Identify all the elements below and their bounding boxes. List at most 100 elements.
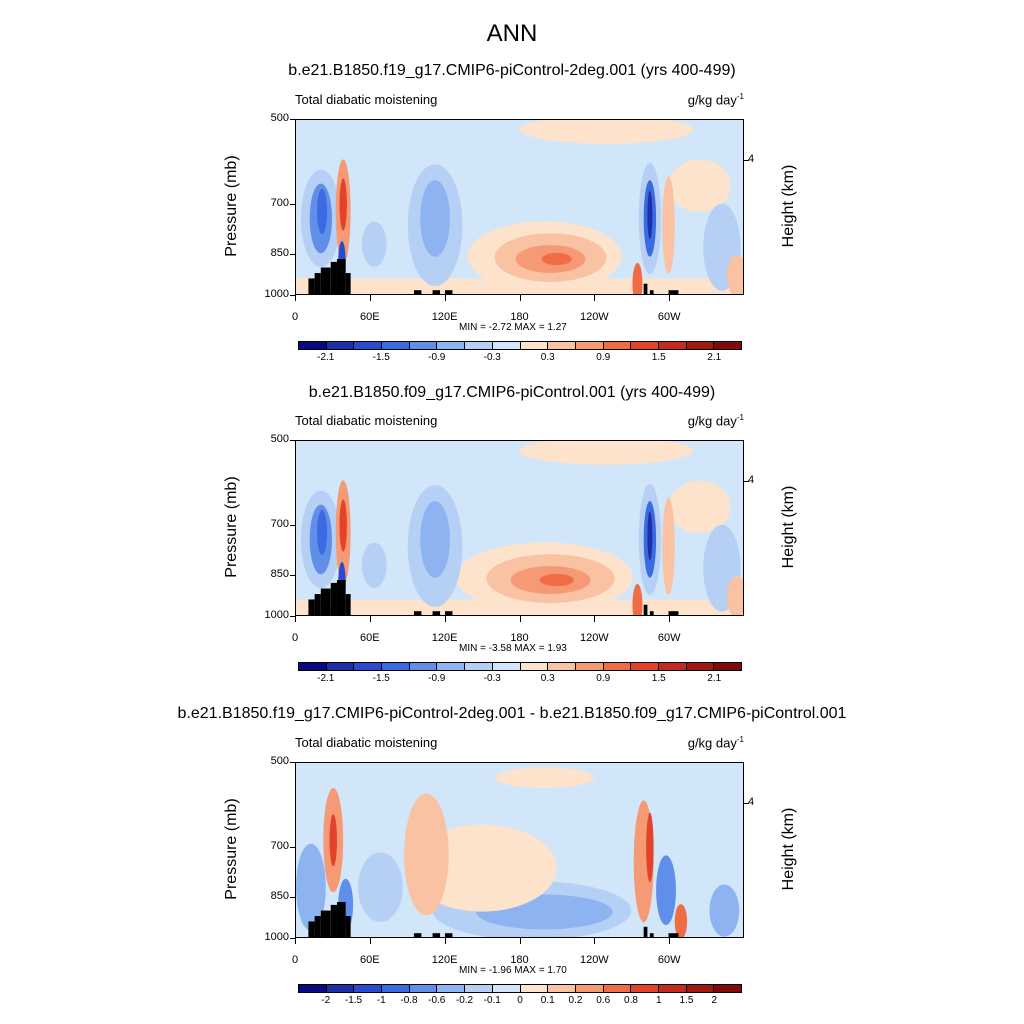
field-diff-samerica-low-warm bbox=[674, 904, 688, 937]
topography-mask bbox=[330, 261, 337, 294]
right-tick-mark bbox=[744, 481, 749, 482]
units-text: g/kg day bbox=[687, 735, 737, 751]
field-maritime-cool-mid bbox=[420, 501, 450, 578]
colorbar-label: -0.1 bbox=[483, 995, 501, 1006]
x-tick-mark bbox=[594, 295, 596, 301]
colorbar-swatch bbox=[326, 342, 355, 349]
y-tick-mark bbox=[290, 938, 295, 939]
y-tick-mark bbox=[290, 295, 295, 296]
y-tick-mark bbox=[290, 525, 295, 527]
topography-mask bbox=[336, 580, 346, 615]
y-tick-label: 500 bbox=[270, 755, 289, 767]
colorbar-swatch bbox=[382, 342, 410, 349]
colorbar-swatch bbox=[686, 985, 715, 992]
colorbar-label: 2 bbox=[711, 995, 718, 1006]
y-tick-mark bbox=[290, 847, 295, 849]
topography-mask bbox=[643, 926, 648, 937]
colorbar-label: -1.5 bbox=[344, 995, 363, 1006]
right-tick-mark bbox=[744, 160, 749, 161]
colorbar-swatch bbox=[465, 663, 493, 670]
field-samerica-warm bbox=[662, 497, 675, 595]
x-tick-label: 0 bbox=[291, 954, 299, 966]
colorbar bbox=[298, 341, 742, 350]
colorbar-label: -2.1 bbox=[317, 673, 335, 684]
y-axis-label: Pressure (mb) bbox=[223, 155, 240, 257]
topography-mask bbox=[649, 611, 654, 615]
colorbar-label: 0.8 bbox=[624, 995, 638, 1006]
y-tick-label: 500 bbox=[270, 112, 289, 124]
topography-mask bbox=[445, 933, 453, 937]
min-max-text: MIN = -2.72 MAX = 1.27 bbox=[459, 322, 567, 333]
colorbar-swatch bbox=[299, 985, 327, 992]
topography-mask bbox=[308, 921, 315, 937]
colorbar-swatch bbox=[658, 663, 687, 670]
x-tick-label: 180 bbox=[510, 311, 529, 323]
colorbar-swatch bbox=[465, 985, 493, 992]
field-pacific-warm-core bbox=[541, 252, 572, 266]
x-tick-mark bbox=[519, 938, 521, 944]
y-axis-label: Pressure (mb) bbox=[223, 476, 240, 578]
units-text: g/kg day bbox=[687, 92, 737, 108]
field-africa-cool-core bbox=[317, 188, 328, 235]
colorbar bbox=[298, 984, 742, 993]
colorbar-swatch bbox=[548, 342, 576, 349]
x-tick-mark bbox=[369, 938, 371, 944]
colorbar-swatch bbox=[354, 342, 383, 349]
contour-field bbox=[296, 441, 743, 615]
right-tick-label: 4 bbox=[748, 796, 755, 808]
x-tick-mark bbox=[295, 616, 296, 622]
panel-case-title: b.e21.B1850.f19_g17.CMIP6-piControl-2deg… bbox=[177, 705, 847, 722]
y-tick-label: 1000 bbox=[264, 931, 289, 943]
x-tick-mark bbox=[669, 616, 671, 622]
colorbar-swatch bbox=[631, 985, 659, 992]
topography-mask bbox=[445, 290, 453, 294]
colorbar-swatch bbox=[437, 985, 466, 992]
topography-mask bbox=[413, 933, 422, 937]
x-tick-mark bbox=[519, 295, 521, 301]
topography-mask bbox=[649, 290, 654, 294]
colorbar-swatch bbox=[437, 342, 466, 349]
topography-mask bbox=[643, 604, 648, 615]
x-tick-label: 60W bbox=[657, 632, 681, 644]
colorbar-label: -2 bbox=[321, 995, 331, 1006]
colorbar-swatch bbox=[714, 985, 741, 992]
field-africa-warm-core bbox=[339, 178, 347, 231]
x-tick-mark bbox=[444, 938, 446, 944]
field-samerica-low-warm bbox=[632, 583, 643, 615]
field-samerica-cool-core bbox=[647, 511, 653, 561]
units-exponent: -1 bbox=[736, 735, 744, 744]
topography-mask bbox=[413, 290, 422, 294]
x-tick-mark bbox=[669, 938, 671, 944]
colorbar-label: 0.9 bbox=[596, 673, 611, 684]
field-diff-africa-warm-core bbox=[329, 814, 337, 867]
field-diff-africa-cool bbox=[296, 843, 326, 931]
field-warm-upper-east bbox=[668, 480, 731, 533]
colorbar-label: -0.2 bbox=[455, 995, 474, 1006]
colorbar-label: 0.1 bbox=[540, 995, 555, 1006]
colorbar-label: 0.6 bbox=[596, 995, 611, 1006]
contour-field bbox=[296, 763, 743, 937]
colorbar bbox=[298, 662, 742, 671]
colorbar-label: 1 bbox=[655, 995, 662, 1006]
colorbar-swatch bbox=[520, 342, 549, 349]
topography-mask bbox=[314, 273, 321, 294]
x-tick-label: 60E bbox=[360, 632, 380, 644]
x-tick-label: 120W bbox=[579, 632, 609, 644]
x-tick-mark bbox=[369, 295, 371, 301]
field-warm-upper-east bbox=[668, 159, 731, 212]
topography-mask bbox=[668, 290, 679, 294]
field-diff-atlantic-cool bbox=[709, 884, 740, 937]
right-tick-label: 4 bbox=[748, 474, 755, 486]
colorbar-swatch bbox=[548, 985, 576, 992]
field-diff-samerica-warm-core bbox=[646, 812, 654, 883]
topography-mask bbox=[345, 594, 351, 615]
x-tick-mark bbox=[369, 616, 371, 622]
y-axis-label: Pressure (mb) bbox=[223, 798, 240, 900]
panel-case-title: b.e21.B1850.f19_g17.CMIP6-piControl-2deg… bbox=[288, 62, 736, 79]
x-tick-label: 0 bbox=[291, 311, 299, 323]
panel-left-label: Total diabatic moistening bbox=[295, 735, 438, 750]
y-tick-mark bbox=[290, 896, 295, 898]
field-warm-upper bbox=[519, 120, 694, 144]
figure-title: ANN bbox=[486, 20, 538, 47]
x-tick-mark bbox=[295, 938, 296, 944]
